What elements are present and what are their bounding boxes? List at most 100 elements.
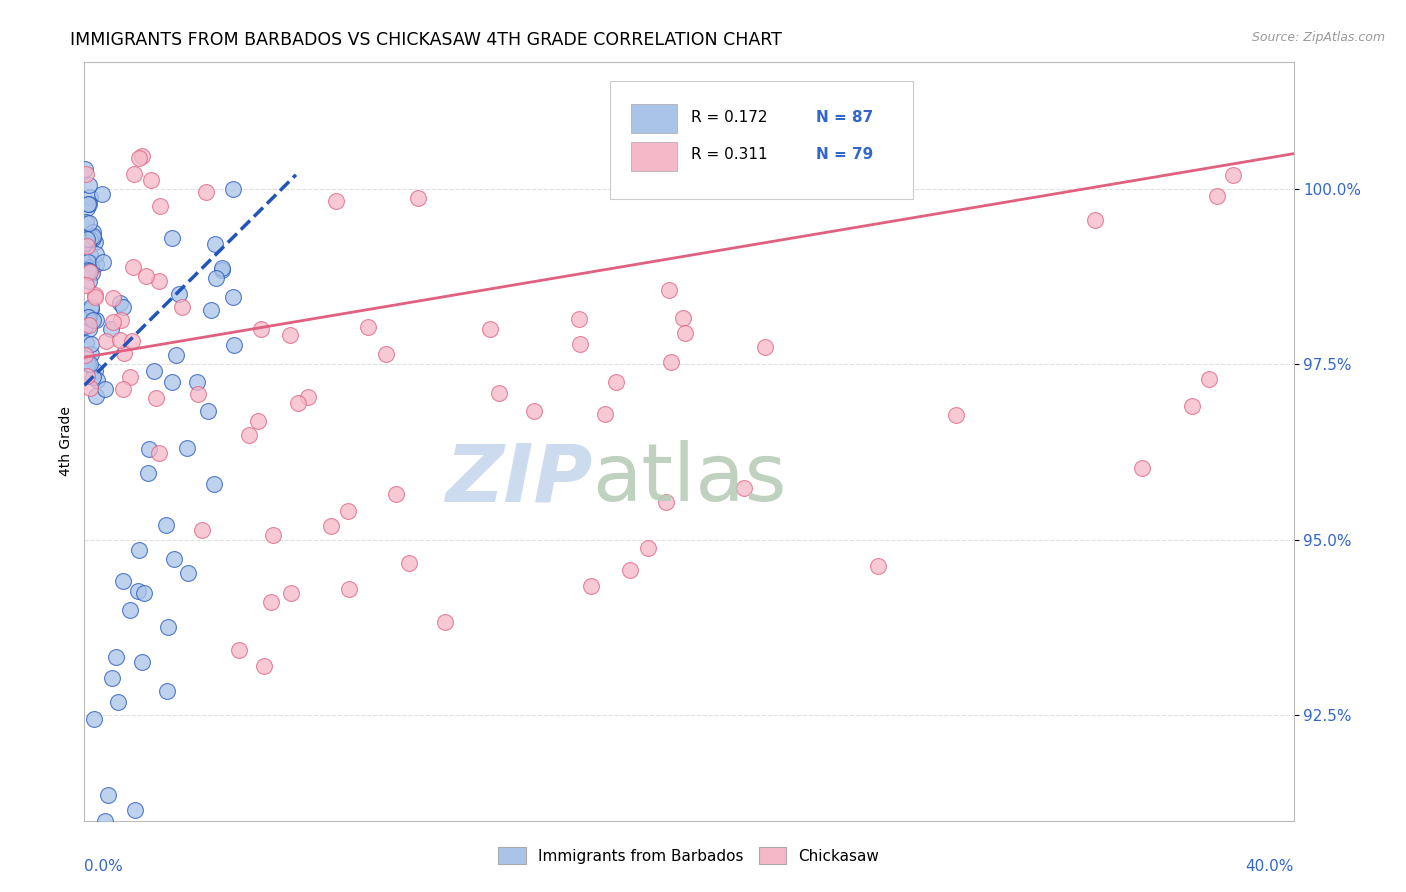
Point (75, 167, 97, 181)
Point (136, 466, 159, 480)
Point (155, 517, 177, 532)
Point (156, 620, 179, 634)
Point (128, 543, 150, 558)
Point (94, 334, 117, 349)
Point (112, 382, 135, 396)
Point (124, 167, 146, 181)
Point (83, 712, 105, 726)
Point (108, 295, 131, 310)
Point (121, 334, 143, 348)
Point (79, 358, 101, 372)
Point (84, 364, 107, 378)
Point (79, 302, 101, 317)
Legend: Immigrants from Barbados, Chickasaw: Immigrants from Barbados, Chickasaw (492, 841, 886, 870)
Point (177, 566, 200, 580)
Point (79, 265, 101, 279)
Point (357, 320, 380, 334)
Point (222, 290, 245, 304)
Point (145, 391, 167, 405)
Point (149, 199, 172, 213)
Point (82, 225, 104, 239)
Point (278, 328, 301, 343)
Point (111, 574, 134, 588)
Point (287, 396, 309, 410)
FancyBboxPatch shape (631, 142, 676, 171)
Point (250, 321, 273, 335)
Point (112, 346, 135, 360)
Point (80, 260, 103, 274)
Point (127, 583, 149, 598)
Point (76, 252, 98, 267)
Point (205, 270, 228, 285)
Point (103, 315, 125, 329)
Point (186, 375, 208, 389)
Point (1083, 213, 1105, 227)
Point (280, 586, 302, 600)
Text: N = 79: N = 79 (815, 147, 873, 162)
Point (79, 381, 101, 395)
Point (673, 326, 696, 340)
Point (325, 194, 347, 208)
Point (120, 370, 142, 384)
Point (124, 803, 146, 817)
Point (77, 237, 100, 252)
Point (135, 268, 157, 283)
Point (143, 364, 166, 378)
Point (76, 232, 98, 246)
Point (86, 373, 108, 387)
Point (82, 231, 104, 245)
Point (260, 594, 283, 608)
FancyBboxPatch shape (631, 104, 676, 133)
Point (1222, 168, 1244, 182)
Text: N = 87: N = 87 (815, 110, 873, 125)
Point (605, 376, 627, 390)
Point (77, 197, 100, 211)
Point (595, 407, 617, 421)
Point (83, 287, 105, 301)
Y-axis label: 4th Grade: 4th Grade (59, 407, 73, 476)
Point (434, 615, 457, 630)
Point (80, 266, 103, 280)
Point (619, 563, 641, 577)
Point (202, 477, 225, 491)
Point (84, 389, 107, 403)
Point (82, 313, 104, 327)
Point (170, 301, 193, 315)
Point (77, 274, 100, 288)
Point (655, 495, 678, 509)
Text: Source: ZipAtlas.com: Source: ZipAtlas.com (1251, 31, 1385, 45)
Point (131, 655, 153, 669)
Point (79, 264, 101, 278)
Point (945, 409, 967, 423)
Point (385, 487, 408, 501)
Point (75, 278, 97, 293)
Point (337, 504, 360, 518)
Point (247, 414, 270, 428)
Text: R = 0.172: R = 0.172 (692, 110, 768, 125)
Point (76, 355, 98, 369)
Point (73, 236, 96, 251)
Point (165, 348, 187, 362)
Point (253, 659, 276, 673)
Point (228, 643, 250, 657)
Point (160, 375, 183, 389)
Point (128, 152, 150, 166)
Point (568, 337, 591, 351)
Point (82, 229, 104, 244)
Point (122, 260, 145, 274)
Point (73, 348, 96, 362)
Point (76, 368, 98, 383)
Point (1132, 461, 1154, 475)
Point (139, 172, 162, 186)
Point (319, 518, 342, 533)
Point (160, 231, 183, 245)
Point (77, 318, 100, 333)
Point (83, 235, 105, 249)
Point (84, 247, 107, 261)
Point (167, 287, 190, 301)
Point (222, 182, 245, 196)
Point (488, 385, 510, 400)
Point (83, 290, 105, 304)
Point (1205, 189, 1227, 203)
Point (132, 585, 155, 599)
